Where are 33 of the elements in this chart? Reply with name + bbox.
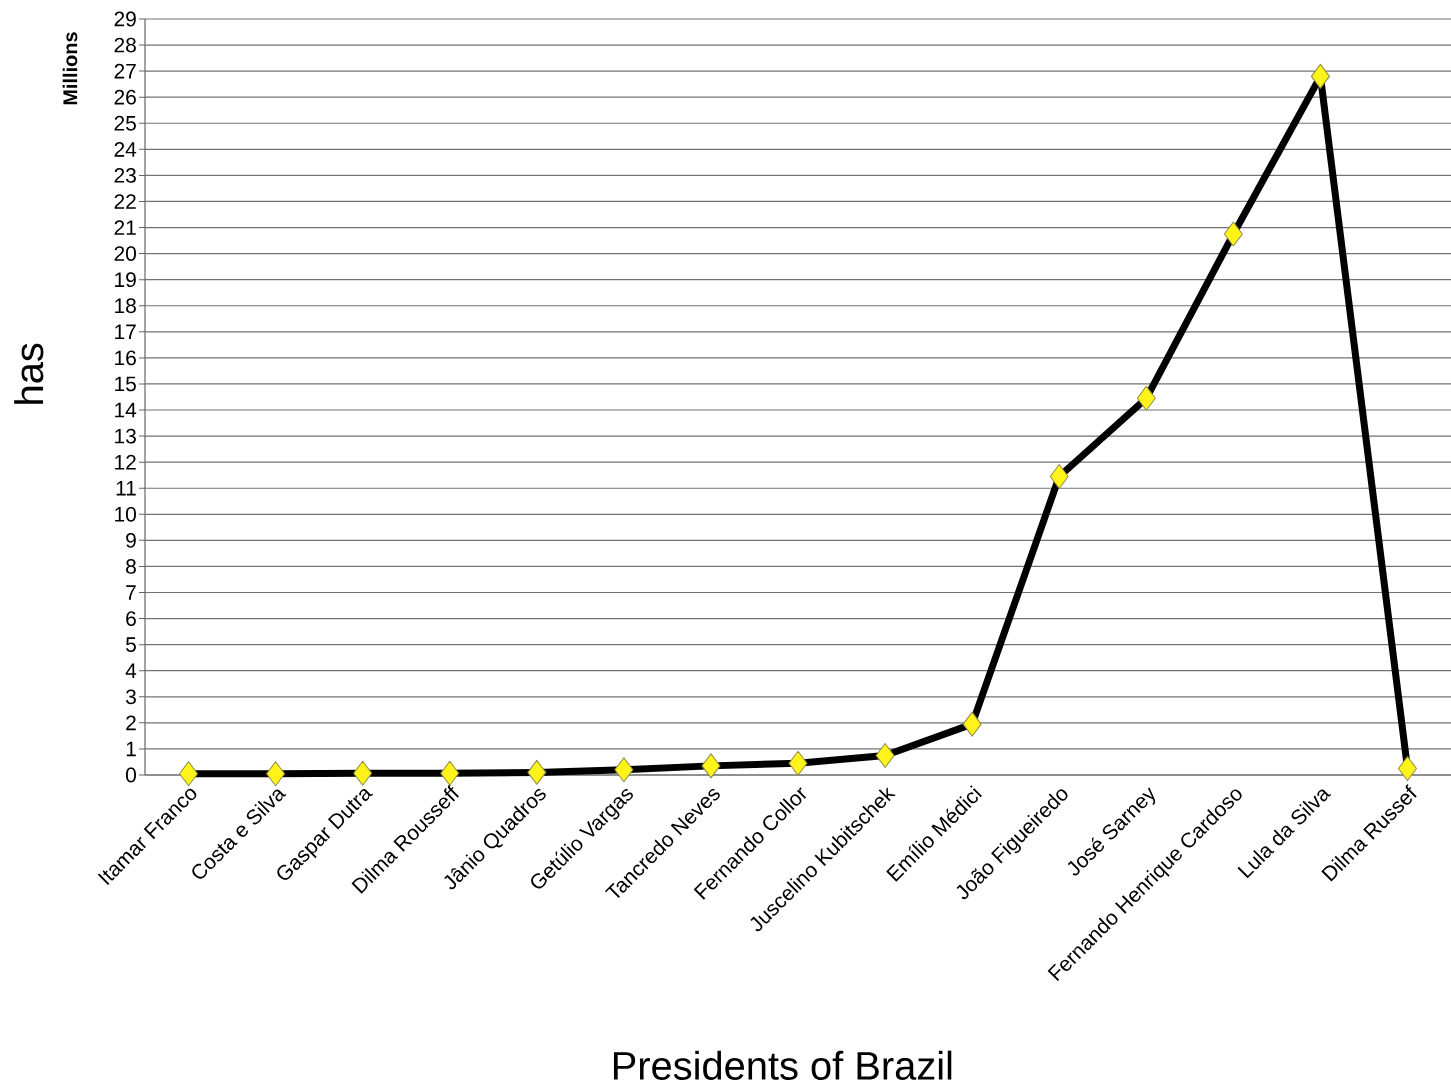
y-tick-label: 24 bbox=[114, 142, 137, 157]
y-tick-label: 13 bbox=[115, 428, 136, 444]
y-tick-label: 18 bbox=[115, 298, 136, 314]
y-tick-label: 17 bbox=[115, 324, 136, 340]
y-tick-label: 10 bbox=[115, 506, 136, 522]
y-tick-label: 4 bbox=[125, 663, 137, 678]
y-tick-label: 5 bbox=[126, 637, 136, 652]
y-tick-label: 14 bbox=[115, 402, 137, 418]
y-tick-label: 25 bbox=[114, 115, 136, 131]
y-tick-label: 29 bbox=[114, 11, 136, 27]
y-tick-label: 12 bbox=[115, 454, 136, 470]
y-tick-label: 0 bbox=[125, 767, 136, 783]
y-tick-label: 9 bbox=[126, 532, 136, 548]
y-tick-label: 20 bbox=[114, 246, 136, 262]
y-tick-label: 26 bbox=[114, 89, 136, 105]
y-tick-label: 6 bbox=[126, 611, 136, 626]
y-tick-label: 15 bbox=[115, 376, 136, 392]
text: Millions bbox=[62, 32, 78, 105]
y-tick-label: 23 bbox=[114, 167, 136, 183]
y-tick-label: 21 bbox=[114, 220, 136, 235]
y-tick-label: 1 bbox=[126, 741, 136, 757]
y-tick-label: 19 bbox=[115, 272, 136, 288]
y-tick-label: 3 bbox=[125, 689, 136, 705]
y-axis-title: has bbox=[14, 343, 44, 404]
y-tick-label: 8 bbox=[126, 559, 136, 574]
x-axis-title: Presidents of Brazil bbox=[613, 1050, 952, 1080]
y-tick-label: 22 bbox=[114, 194, 136, 209]
y-tick-label: 28 bbox=[114, 37, 136, 53]
y-tick-label: 7 bbox=[126, 585, 136, 600]
y-tick-label: 16 bbox=[115, 350, 136, 366]
y-tick-label: 11 bbox=[116, 481, 136, 496]
y-tick-label: 27 bbox=[114, 63, 136, 79]
y-tick-label: 2 bbox=[126, 715, 136, 731]
